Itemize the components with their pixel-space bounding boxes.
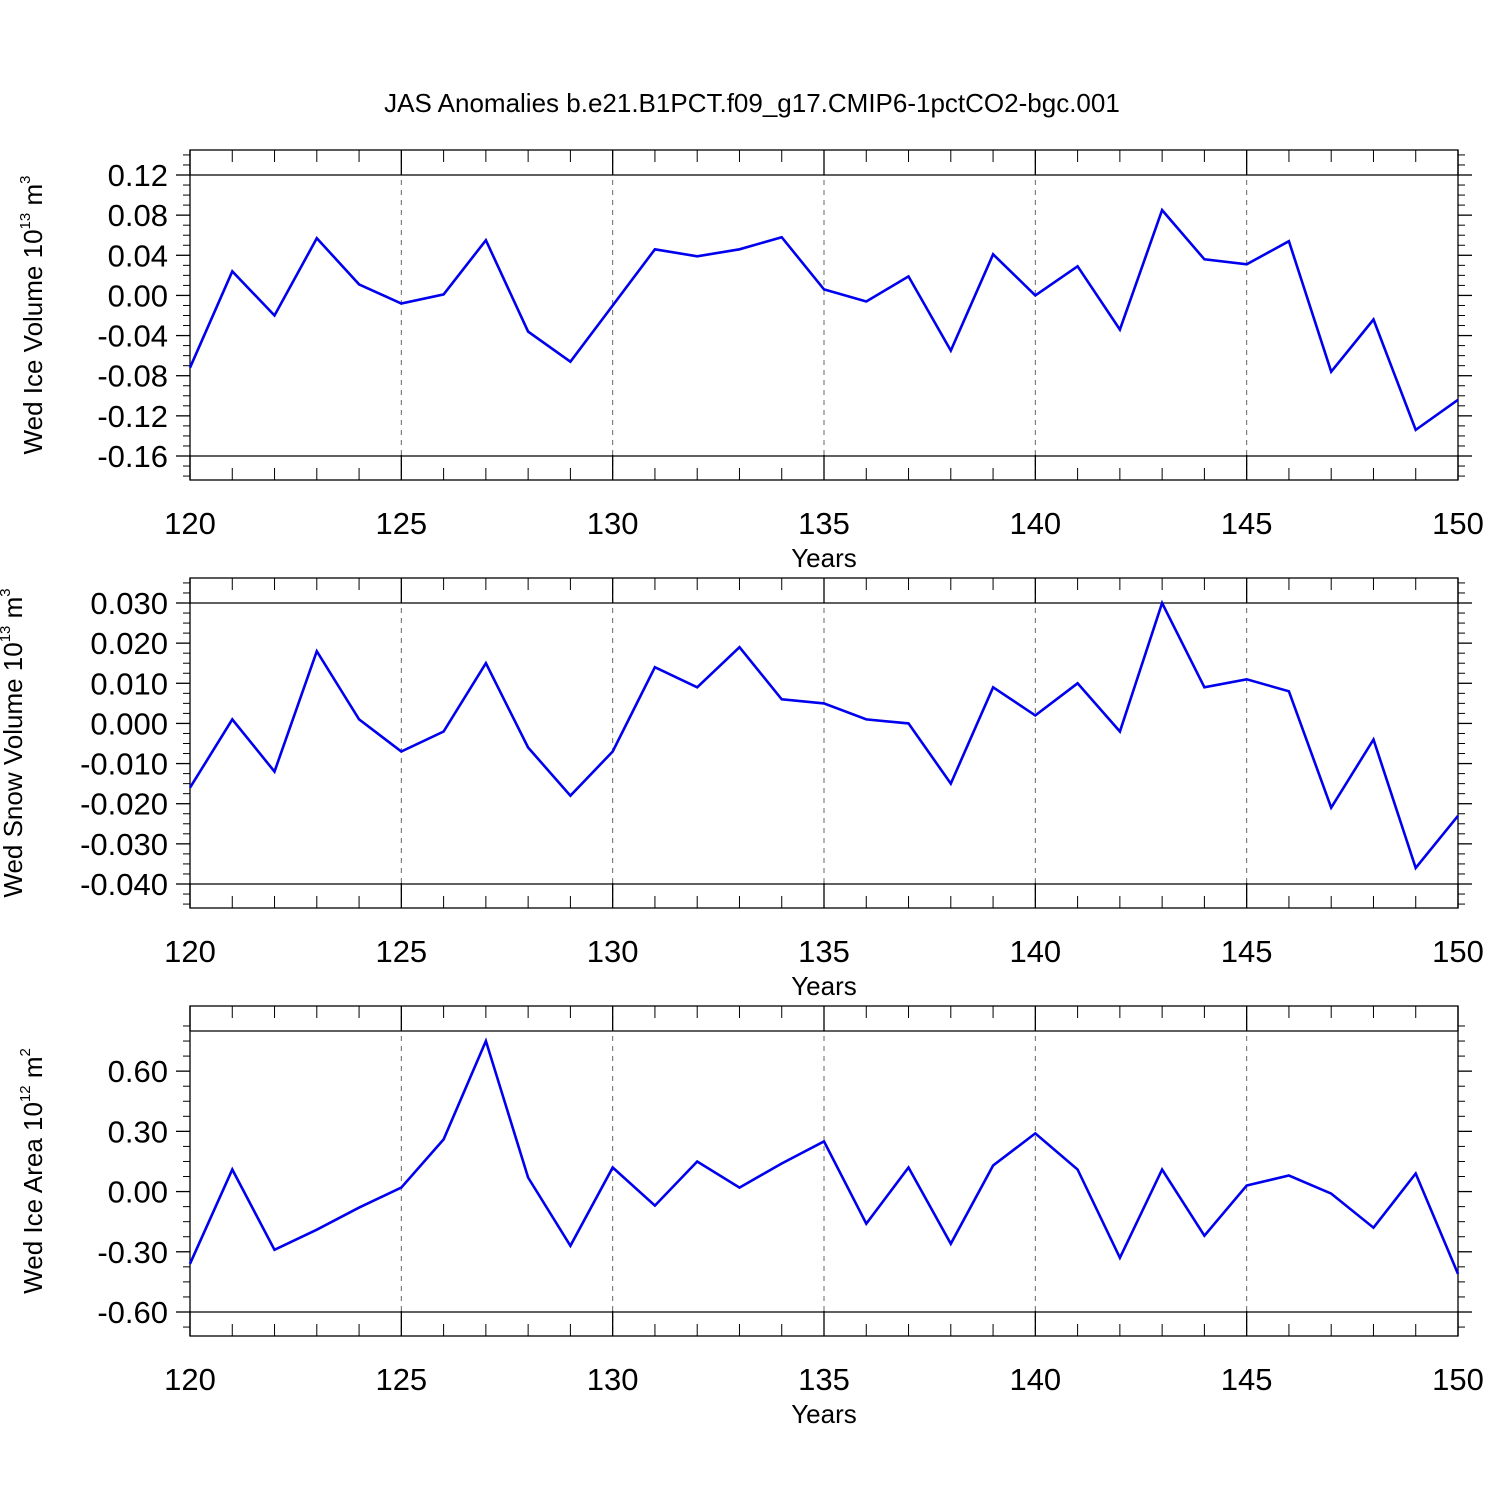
y-tick-label: -0.60 xyxy=(97,1295,168,1330)
x-axis-label: Years xyxy=(791,1399,857,1429)
x-tick-label: 125 xyxy=(375,506,427,541)
x-tick-label: 120 xyxy=(164,934,216,969)
x-tick-label: 130 xyxy=(587,934,639,969)
y-tick-label: 0.030 xyxy=(90,586,168,621)
y-tick-label: 0.30 xyxy=(108,1114,168,1149)
x-tick-label: 130 xyxy=(587,1362,639,1397)
series-line xyxy=(188,599,1460,871)
x-axis-label: Years xyxy=(791,543,857,573)
y-tick-label: -0.16 xyxy=(97,439,168,474)
y-tick-label: 0.04 xyxy=(108,238,168,273)
x-tick-label: 125 xyxy=(375,934,427,969)
x-tick-label: 140 xyxy=(1009,934,1061,969)
y-tick-label: 0.08 xyxy=(108,198,168,233)
x-tick-label: 135 xyxy=(798,506,850,541)
y-tick-label: -0.30 xyxy=(97,1235,168,1270)
x-tick-label: 150 xyxy=(1432,934,1484,969)
x-tick-label: 140 xyxy=(1009,1362,1061,1397)
y-tick-label: -0.010 xyxy=(80,747,168,782)
series-line xyxy=(188,1037,1460,1275)
y-tick-label: -0.08 xyxy=(97,359,168,394)
y-tick-label: 0.60 xyxy=(108,1054,168,1089)
y-tick-label: -0.04 xyxy=(97,319,168,354)
y-tick-label: 0.010 xyxy=(90,666,168,701)
x-tick-label: 130 xyxy=(587,506,639,541)
x-tick-label: 120 xyxy=(164,1362,216,1397)
y-tick-label: -0.030 xyxy=(80,827,168,862)
x-axis-label: Years xyxy=(791,971,857,1001)
y-tick-label: 0.00 xyxy=(108,278,168,313)
x-tick-label: 150 xyxy=(1432,1362,1484,1397)
y-tick-label: 0.12 xyxy=(108,158,168,193)
y-tick-label: 0.020 xyxy=(90,626,168,661)
y-tick-label: -0.12 xyxy=(97,399,168,434)
x-tick-label: 120 xyxy=(164,506,216,541)
x-tick-label: 125 xyxy=(375,1362,427,1397)
y-axis-label: Wed Ice Volume 1013 m3 xyxy=(17,176,48,455)
figure-title: JAS Anomalies b.e21.B1PCT.f09_g17.CMIP6-… xyxy=(384,88,1120,118)
series-line xyxy=(188,207,1459,432)
y-axis-label: Wed Ice Area 1012 m2 xyxy=(17,1048,48,1294)
x-tick-label: 145 xyxy=(1221,934,1273,969)
y-tick-label: 0.000 xyxy=(90,706,168,741)
x-tick-label: 140 xyxy=(1009,506,1061,541)
x-tick-label: 145 xyxy=(1221,506,1273,541)
x-tick-label: 135 xyxy=(798,1362,850,1397)
x-tick-label: 150 xyxy=(1432,506,1484,541)
x-tick-label: 145 xyxy=(1221,1362,1273,1397)
x-tick-label: 135 xyxy=(798,934,850,969)
y-tick-label: -0.040 xyxy=(80,867,168,902)
y-tick-label: -0.020 xyxy=(80,787,168,822)
y-tick-label: 0.00 xyxy=(108,1175,168,1210)
y-axis-label: Wed Snow Volume 1013 m3 xyxy=(0,588,28,897)
